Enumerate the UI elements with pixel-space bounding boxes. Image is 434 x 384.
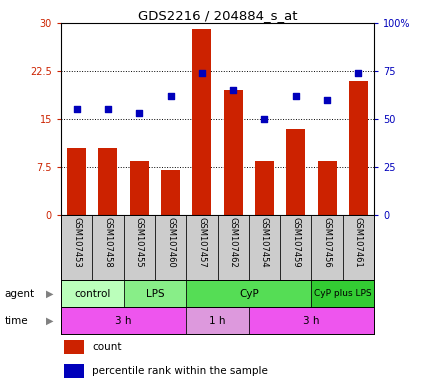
- Title: GDS2216 / 204884_s_at: GDS2216 / 204884_s_at: [138, 9, 296, 22]
- Point: [167, 93, 174, 99]
- Bar: [279, 215, 311, 280]
- Bar: [223, 90, 242, 215]
- Text: GSM107454: GSM107454: [260, 217, 268, 268]
- Bar: [317, 161, 336, 215]
- Bar: [98, 148, 117, 215]
- Point: [229, 87, 236, 93]
- Bar: [123, 280, 186, 307]
- Point: [135, 110, 142, 116]
- Text: GSM107462: GSM107462: [228, 217, 237, 268]
- Text: LPS: LPS: [145, 289, 164, 299]
- Bar: [217, 215, 248, 280]
- Bar: [61, 280, 123, 307]
- Bar: [61, 215, 92, 280]
- Bar: [186, 280, 311, 307]
- Point: [104, 106, 111, 113]
- Text: time: time: [4, 316, 28, 326]
- Text: percentile rank within the sample: percentile rank within the sample: [92, 366, 267, 376]
- Text: GSM107456: GSM107456: [322, 217, 331, 268]
- Bar: [248, 307, 373, 334]
- Text: 1 h: 1 h: [209, 316, 225, 326]
- Bar: [155, 215, 186, 280]
- Bar: [67, 148, 86, 215]
- Text: GSM107459: GSM107459: [291, 217, 299, 268]
- Bar: [129, 161, 148, 215]
- Bar: [186, 215, 217, 280]
- Text: GSM107455: GSM107455: [135, 217, 143, 268]
- Bar: [286, 129, 305, 215]
- Point: [198, 70, 205, 76]
- Text: ▶: ▶: [46, 289, 53, 299]
- Bar: [92, 215, 123, 280]
- Text: 3 h: 3 h: [302, 316, 319, 326]
- Text: GSM107458: GSM107458: [103, 217, 112, 268]
- Bar: [186, 307, 248, 334]
- Bar: [311, 280, 373, 307]
- Bar: [348, 81, 367, 215]
- Text: CyP plus LPS: CyP plus LPS: [313, 289, 371, 298]
- Text: control: control: [74, 289, 110, 299]
- Bar: [161, 170, 180, 215]
- Point: [73, 106, 80, 113]
- Bar: [64, 364, 84, 378]
- Bar: [192, 30, 211, 215]
- Point: [292, 93, 299, 99]
- Text: count: count: [92, 342, 122, 352]
- Text: GSM107457: GSM107457: [197, 217, 206, 268]
- Text: CyP: CyP: [238, 289, 258, 299]
- Text: agent: agent: [4, 289, 34, 299]
- Bar: [123, 215, 155, 280]
- Text: GSM107461: GSM107461: [353, 217, 362, 268]
- Bar: [342, 215, 373, 280]
- Bar: [61, 307, 186, 334]
- Bar: [311, 215, 342, 280]
- Text: GSM107453: GSM107453: [72, 217, 81, 268]
- Point: [354, 70, 361, 76]
- Bar: [64, 340, 84, 354]
- Bar: [248, 215, 279, 280]
- Text: 3 h: 3 h: [115, 316, 132, 326]
- Bar: [254, 161, 273, 215]
- Text: ▶: ▶: [46, 316, 53, 326]
- Point: [323, 97, 330, 103]
- Text: GSM107460: GSM107460: [166, 217, 174, 268]
- Point: [260, 116, 267, 122]
